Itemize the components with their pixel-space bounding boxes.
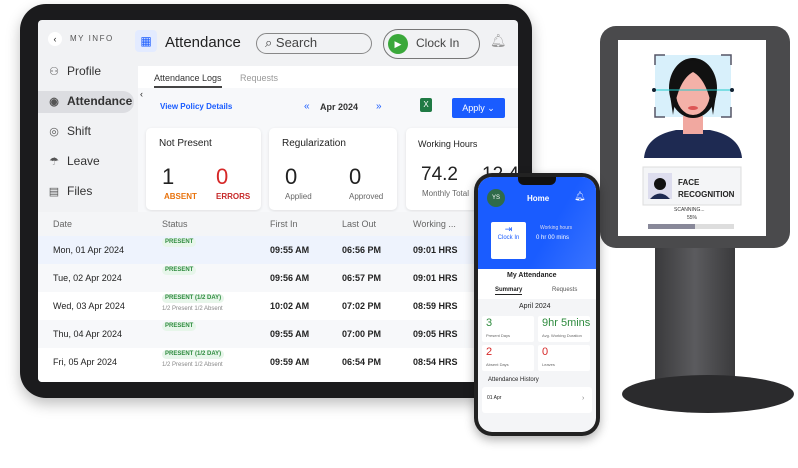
scanning-label: SCANNING... [674, 207, 705, 213]
status-badge: PRESENT (1/2 DAY) [162, 350, 225, 359]
phone-clock-in-button[interactable]: ⇥ Clock In [491, 222, 526, 259]
date-cell: Tue, 02 Apr 2024 [53, 273, 122, 283]
sidebar-item-attendance[interactable]: ◉ Attendance [38, 91, 134, 113]
status-note: 1/2 Present 1/2 Absent [162, 362, 223, 368]
face-label-2: RECOGNITION [678, 190, 735, 199]
tab-summary[interactable]: Summary [495, 287, 523, 295]
tab-attendance-logs[interactable]: Attendance Logs [154, 73, 222, 89]
first-in-cell: 09:56 AM [270, 273, 310, 283]
working-hours-cell: 09:01 HRS [413, 273, 458, 283]
last-out-cell: 07:00 PM [342, 329, 382, 339]
table-header: Date Status First In Last Out Working ..… [38, 212, 478, 236]
phone-month: April 2024 [519, 303, 551, 310]
last-out-cell: 06:56 PM [342, 245, 382, 255]
sidebar-item-files[interactable]: ▤ Files [48, 184, 93, 199]
face-scan-illustration [642, 54, 742, 206]
back-icon: ‹ [48, 32, 62, 46]
history-title: Attendance History [488, 377, 539, 383]
scanning-percent: 55% [687, 215, 698, 221]
last-out-cell: 07:02 PM [342, 301, 382, 311]
first-in-cell: 09:55 AM [270, 329, 310, 339]
stat-card: 9hr 5mins Avg. Working Duration [538, 316, 590, 342]
status-note: 1/2 Present 1/2 Absent [162, 306, 223, 312]
date-cell: Wed, 03 Apr 2024 [53, 301, 125, 311]
table-row[interactable]: Wed, 03 Apr 2024 PRESENT (1/2 DAY) 1/2 P… [38, 292, 478, 320]
clock-in-button[interactable]: ▶ Clock In [383, 29, 480, 59]
play-icon: ▶ [388, 34, 408, 54]
status-badge: PRESENT [162, 238, 197, 247]
stat-card: 0 Leaves [538, 345, 590, 371]
search-icon: ⌕ [265, 35, 273, 50]
collapse-icon[interactable]: ‹ [140, 89, 143, 99]
month-label: Apr 2024 [320, 102, 359, 112]
status-badge: PRESENT [162, 322, 197, 331]
attendance-table: Date Status First In Last Out Working ..… [38, 212, 478, 382]
fingerprint-icon: ◉ [49, 95, 59, 108]
table-row[interactable]: Thu, 04 Apr 2024 PRESENT 09:55 AM 07:00 … [38, 320, 478, 348]
notch [518, 177, 556, 185]
working-hours-cell: 08:59 HRS [413, 301, 458, 311]
bell-icon[interactable]: 🔔︎ [490, 33, 507, 48]
first-in-cell: 10:02 AM [270, 301, 310, 311]
view-policy-link[interactable]: View Policy Details [160, 102, 233, 111]
tab-requests[interactable]: Requests [240, 73, 279, 83]
last-out-cell: 06:57 PM [342, 273, 382, 283]
face-label-1: FACE [678, 178, 700, 187]
back-my-info[interactable]: ‹ MY INFO [48, 32, 114, 46]
sidebar-item-shift[interactable]: ◎ Shift [49, 124, 92, 139]
prev-month-icon[interactable]: « [304, 101, 310, 112]
search-input[interactable]: ⌕ Search [256, 33, 372, 54]
chevron-right-icon: › [582, 395, 585, 402]
kiosk-screen: FACE RECOGNITION SCANNING... 55% [618, 40, 766, 236]
building-icon: ▦ [135, 30, 157, 52]
status-badge: PRESENT (1/2 DAY) [162, 294, 225, 303]
tab-requests[interactable]: Requests [552, 287, 578, 293]
kiosk-stand [655, 245, 735, 385]
attendance-panel: Attendance Logs Requests ‹ View Policy D… [138, 66, 518, 216]
history-item[interactable]: 01 Apr › [482, 387, 592, 413]
tab-bar: Attendance Logs Requests [138, 66, 518, 89]
sidebar-item-leave[interactable]: ☂ Leave [49, 154, 100, 169]
file-icon: ▤ [48, 185, 60, 198]
status-badge: PRESENT [162, 266, 197, 275]
tablet-screen: ‹ MY INFO ⚇ Profile ◉ Attendance ◎ Shift ☂ L… [38, 20, 518, 382]
apply-button[interactable]: Apply ⌄ [452, 98, 505, 118]
shift-icon: ◎ [49, 125, 59, 138]
table-row[interactable]: Mon, 01 Apr 2024 PRESENT 09:55 AM 06:56 … [38, 236, 478, 264]
excel-export-icon[interactable]: X [420, 98, 432, 112]
table-row[interactable]: Fri, 05 Apr 2024 PRESENT (1/2 DAY) 1/2 P… [38, 348, 478, 376]
stat-card: 2 Absent Days [482, 345, 534, 371]
stat-card: 3 Present Days [482, 316, 534, 342]
working-hours-cell: 09:05 HRS [413, 329, 458, 339]
page-title: Attendance [165, 34, 241, 51]
last-out-cell: 06:54 PM [342, 357, 382, 367]
regularization-card: Regularization 0 Applied 0 Approved [269, 128, 397, 210]
scan-progress-bar [648, 224, 734, 229]
login-icon: ⇥ [504, 224, 513, 234]
user-icon: ⚇ [49, 65, 59, 78]
kiosk-base [622, 375, 794, 413]
phone-title: Home [527, 194, 550, 203]
avatar[interactable]: YS [487, 189, 505, 207]
next-month-icon[interactable]: » [376, 101, 382, 112]
my-attendance-title: My Attendance [507, 272, 557, 279]
working-hours-cell: 09:01 HRS [413, 245, 458, 255]
bell-icon[interactable]: 🔔︎ [574, 191, 586, 201]
date-cell: Mon, 01 Apr 2024 [53, 245, 125, 255]
not-present-card: Not Present 1 ABSENT 0 ERRORS [146, 128, 261, 210]
date-cell: Fri, 05 Apr 2024 [53, 357, 118, 367]
sidebar-item-profile[interactable]: ⚇ Profile [49, 64, 102, 79]
first-in-cell: 09:55 AM [270, 245, 310, 255]
working-hours-cell: 08:54 HRS [413, 357, 458, 367]
umbrella-icon: ☂ [49, 155, 59, 168]
phone-screen: YS Home 🔔︎ ⇥ Clock In Working hours 0 hr… [478, 177, 596, 432]
date-cell: Thu, 04 Apr 2024 [53, 329, 123, 339]
first-in-cell: 09:59 AM [270, 357, 310, 367]
table-row[interactable]: Tue, 02 Apr 2024 PRESENT 09:56 AM 06:57 … [38, 264, 478, 292]
